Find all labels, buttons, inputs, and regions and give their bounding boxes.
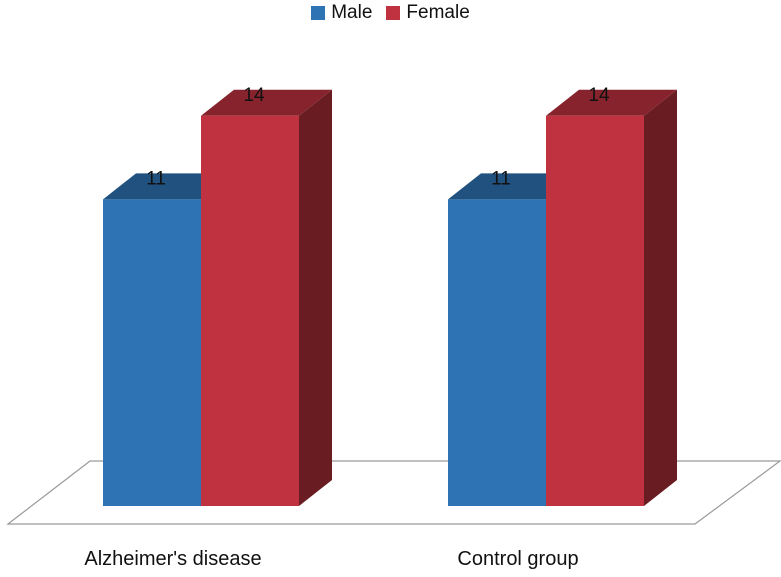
legend-item-female: Female (386, 2, 470, 24)
legend-swatch-male (311, 6, 326, 20)
bars-layer (103, 89, 677, 506)
legend-swatch-female (386, 6, 401, 20)
bar-female-alzheimer-s-disease (201, 89, 332, 506)
data-labels-layer: 11 14 11 14 (146, 85, 610, 190)
x-axis-layer: Alzheimer's disease Control group (84, 548, 578, 570)
bar-female-control-group (546, 89, 677, 506)
legend-label-female: Female (406, 2, 470, 23)
bar-front-male-control-group (448, 199, 546, 506)
data-label-male-alzheimer-s-disease: 11 (146, 168, 166, 189)
data-label-female-control-group: 14 (588, 85, 610, 106)
x-tick-label: Control group (457, 548, 578, 570)
data-label-female-alzheimer-s-disease: 14 (243, 85, 265, 106)
legend: Male Female (0, 2, 781, 24)
bar-front-female-alzheimer-s-disease (201, 115, 299, 506)
bar-top-female-control-group (546, 89, 677, 116)
legend-label-male: Male (331, 2, 373, 23)
bar-side-female-alzheimer-s-disease (299, 89, 332, 506)
data-label-male-control-group: 11 (491, 168, 511, 189)
bar-side-female-control-group (644, 89, 677, 506)
bar-front-male-alzheimer-s-disease (103, 199, 201, 506)
x-tick-label: Alzheimer's disease (84, 548, 261, 570)
bar-top-female-alzheimer-s-disease (201, 89, 332, 116)
legend-item-male: Male (311, 2, 372, 24)
bar-front-female-control-group (546, 115, 644, 506)
